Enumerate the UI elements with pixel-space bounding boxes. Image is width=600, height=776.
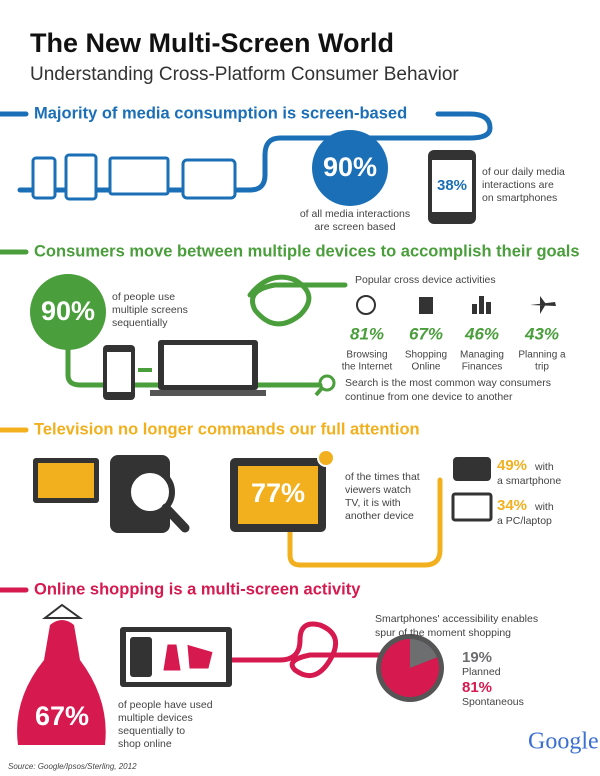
stat-caption: sequentially to [118,725,185,737]
search-icon [318,374,336,392]
stat-caption: of the times that [345,471,420,483]
activity-label: Shopping [405,350,447,361]
tablet-icon [64,153,98,201]
activity-label: trip [535,362,549,373]
activity-label: the Internet [342,362,393,373]
note: spur of the moment shopping [375,627,511,639]
phone-caption: interactions are [482,179,554,191]
pie-label: Spontaneous [462,696,524,708]
tv-screen [238,466,318,524]
stat-circle [312,130,388,206]
activity-label: Planning a [518,350,566,361]
stat-caption: of people use [112,291,175,303]
section-heading: Majority of media consumption is screen-… [34,104,407,122]
tv-screen [38,463,94,498]
dress-icon [17,620,106,745]
activity-stat: 43% [524,324,559,343]
section-heading: Television no longer commands our full a… [34,420,420,438]
stat-caption: multiple devices [118,712,193,724]
device-label: with [534,461,554,473]
search-note: Search is the most common way consumers [345,377,551,389]
activity-stat: 46% [464,324,499,343]
stat-caption: viewers watch [345,484,411,496]
activity-label: Online [412,362,441,373]
hanger-icon [42,603,84,619]
stat: 77% [251,478,305,508]
connector-line [0,111,493,193]
phone-icon [130,637,152,677]
activity-stat: 67% [409,324,443,343]
plane-icon [530,296,556,314]
magnifier-handle [161,503,190,533]
dress-cart-icon [163,644,213,671]
laptop-icon [108,156,170,196]
device-label: a smartphone [497,475,561,487]
stat-caption: sequentially [112,317,168,329]
stat-caption: of people have used [118,699,213,711]
stat-caption: multiple screens [112,304,188,316]
search-handle [314,386,324,397]
pie-slice [381,639,439,697]
note: Smartphones' accessibility enables [375,613,538,625]
phone-stat: 38% [437,177,467,194]
stat-caption: TV, it is with [345,497,401,509]
bag-icon [419,297,433,314]
pie-value-label: 19% [462,649,492,666]
phone-screen [432,160,472,212]
stat-caption: of all media interactions [300,208,410,220]
phone-caption: on smartphones [482,192,557,204]
connector-line [0,587,383,679]
section-heading: Online shopping is a multi-screen activi… [34,580,361,598]
stat-caption: another device [345,510,414,522]
phone-screen [107,352,131,392]
source: Source: Google/Ipsos/Sterling, 2012 [8,762,137,771]
laptop-screen [164,345,252,385]
stat-caption: are screen based [314,221,395,233]
title: The New Multi-Screen World [30,28,394,58]
activity-label: Browsing [346,350,387,361]
device-stat: 34% [497,497,527,514]
stat-caption: shop online [118,738,172,750]
stat-circle [30,274,106,350]
device-label: with [534,501,554,513]
section-heading: Consumers move between multiple devices … [34,242,580,260]
phone-caption: of our daily media [482,166,565,178]
logo: Google [528,729,599,755]
activities-title: Popular cross device activities [355,274,496,286]
activity-label: Finances [462,362,503,373]
stat: 90% [41,296,95,326]
tv-icon [181,158,237,200]
globe-icon [356,295,376,315]
pie-label: Planned [462,666,501,678]
activity-stat: 81% [350,324,384,343]
phone-icon [31,156,57,200]
phone-icon [453,457,491,481]
chart-icon [472,296,491,314]
subtitle: Understanding Cross-Platform Consumer Be… [30,64,459,85]
activity-label: Managing [460,350,504,361]
device-label: a PC/laptop [497,515,552,527]
stat: 90% [323,152,377,182]
magnifier [125,467,175,517]
search-note: continue from one device to another [345,391,513,403]
plus-badge [317,449,335,467]
pie-slice [410,639,437,668]
laptop-icon [451,492,493,522]
device-stat: 49% [497,457,527,474]
connector-line [0,249,348,388]
stat: 67% [35,701,89,731]
pie-value-label: 81% [462,679,492,696]
laptop-base [150,390,266,396]
